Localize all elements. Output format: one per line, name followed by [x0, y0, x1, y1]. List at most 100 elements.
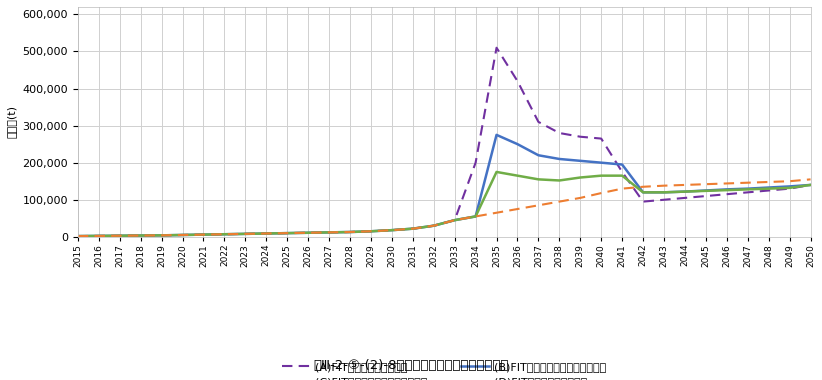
(B)FIT後賃貸土地分排出シナリオ	[743, 186, 753, 191]
(D)FIT後排出なしシナリオ	[659, 184, 669, 188]
(D)FIT後排出なしシナリオ	[596, 191, 606, 195]
(D)FIT後排出なしシナリオ	[157, 233, 167, 238]
(A)FIT後大量排出シナリオ	[701, 194, 711, 198]
(A)FIT後大量排出シナリオ	[115, 233, 125, 238]
(D)FIT後排出なしシナリオ	[533, 203, 543, 207]
(B)FIT後賃貸土地分排出シナリオ	[764, 185, 774, 190]
(C)FIT後定期借地分排出シナリオ	[533, 177, 543, 182]
(B)FIT後賃貸土地分排出シナリオ	[240, 231, 250, 236]
(B)FIT後賃貸土地分排出シナリオ	[450, 218, 459, 222]
(D)FIT後排出なしシナリオ	[722, 181, 732, 186]
(D)FIT後排出なしシナリオ	[115, 233, 125, 238]
(D)FIT後排出なしシナリオ	[136, 233, 145, 238]
(C)FIT後定期借地分排出シナリオ	[115, 233, 125, 238]
(B)FIT後賃貸土地分排出シナリオ	[303, 231, 313, 235]
(A)FIT後大量排出シナリオ	[324, 230, 334, 235]
(A)FIT後大量排出シナリオ	[513, 79, 523, 83]
(B)FIT後賃貸土地分排出シナリオ	[492, 133, 501, 137]
(C)FIT後定期借地分排出シナリオ	[387, 228, 397, 233]
(B)FIT後賃貸土地分排出シナリオ	[680, 189, 690, 194]
(D)FIT後排出なしシナリオ	[513, 207, 523, 211]
(D)FIT後排出なしシナリオ	[575, 196, 585, 200]
(A)FIT後大量排出シナリオ	[638, 200, 648, 204]
(A)FIT後大量排出シナリオ	[94, 234, 104, 238]
(B)FIT後賃貸土地分排出シナリオ	[282, 231, 292, 235]
Line: (A)FIT後大量排出シナリオ: (A)FIT後大量排出シナリオ	[78, 48, 810, 236]
(B)FIT後賃貸土地分排出シナリオ	[471, 214, 481, 219]
(C)FIT後定期借地分排出シナリオ	[596, 173, 606, 178]
(D)FIT後排出なしシナリオ	[701, 182, 711, 187]
(A)FIT後大量排出シナリオ	[136, 233, 145, 238]
(C)FIT後定期借地分排出シナリオ	[638, 190, 648, 195]
(A)FIT後大量排出シナリオ	[199, 232, 209, 237]
(C)FIT後定期借地分排出シナリオ	[303, 231, 313, 235]
(C)FIT後定期借地分排出シナリオ	[429, 223, 439, 228]
(D)FIT後排出なしシナリオ	[743, 180, 753, 185]
Legend: (A)FIT後大量排出シナリオ, (C)FIT後定期借地分排出シナリオ, (B)FIT後賃貸土地分排出シナリオ, (D)FIT後排出なしシナリオ: (A)FIT後大量排出シナリオ, (C)FIT後定期借地分排出シナリオ, (B)…	[282, 362, 607, 380]
(A)FIT後大量排出シナリオ	[596, 136, 606, 141]
(D)FIT後排出なしシナリオ	[492, 211, 501, 215]
(A)FIT後大量排出シナリオ	[282, 231, 292, 235]
(A)FIT後大量排出シナリオ	[366, 229, 376, 234]
(D)FIT後排出なしシナリオ	[261, 231, 271, 236]
(B)FIT後賃貸土地分排出シナリオ	[617, 162, 627, 167]
(A)FIT後大量排出シナリオ	[240, 231, 250, 236]
(A)FIT後大量排出シナリオ	[387, 228, 397, 233]
(C)FIT後定期借地分排出シナリオ	[471, 214, 481, 219]
(D)FIT後排出なしシナリオ	[324, 230, 334, 235]
(B)FIT後賃貸土地分排出シナリオ	[533, 153, 543, 158]
(D)FIT後排出なしシナリオ	[785, 179, 795, 184]
(D)FIT後排出なしシナリオ	[94, 234, 104, 238]
(B)FIT後賃貸土地分排出シナリオ	[575, 158, 585, 163]
(A)FIT後大量排出シナリオ	[73, 234, 83, 238]
(D)FIT後排出なしシナリオ	[345, 230, 355, 234]
(C)FIT後定期借地分排出シナリオ	[178, 233, 187, 237]
(D)FIT後排出なしシナリオ	[366, 229, 376, 234]
(B)FIT後賃貸土地分排出シナリオ	[73, 234, 83, 238]
(B)FIT後賃貸土地分排出シナリオ	[261, 231, 271, 236]
(D)FIT後排出なしシナリオ	[638, 185, 648, 189]
(C)FIT後定期借地分排出シナリオ	[450, 218, 459, 222]
(D)FIT後排出なしシナリオ	[219, 232, 229, 236]
(A)FIT後大量排出シナリオ	[722, 192, 732, 196]
(C)FIT後定期借地分排出シナリオ	[701, 188, 711, 193]
(D)FIT後排出なしシナリオ	[680, 183, 690, 187]
(B)FIT後賃貸土地分排出シナリオ	[345, 230, 355, 234]
(C)FIT後定期借地分排出シナリオ	[261, 231, 271, 236]
(D)FIT後排出なしシナリオ	[303, 231, 313, 235]
(A)FIT後大量排出シナリオ	[450, 218, 459, 222]
(C)FIT後定期借地分排出シナリオ	[73, 234, 83, 238]
(C)FIT後定期借地分排出シナリオ	[513, 173, 523, 178]
(B)FIT後賃貸土地分排出シナリオ	[387, 228, 397, 233]
Line: (D)FIT後排出なしシナリオ: (D)FIT後排出なしシナリオ	[78, 179, 810, 236]
(B)FIT後賃貸土地分排出シナリオ	[638, 190, 648, 195]
(A)FIT後大量排出シナリオ	[743, 190, 753, 195]
(A)FIT後大量排出シナリオ	[554, 131, 564, 135]
(B)FIT後賃貸土地分排出シナリオ	[513, 142, 523, 146]
(A)FIT後大量排出シナリオ	[261, 231, 271, 236]
(B)FIT後賃貸土地分排出シナリオ	[806, 183, 815, 187]
(A)FIT後大量排出シナリオ	[471, 160, 481, 165]
(A)FIT後大量排出シナリオ	[806, 183, 815, 187]
(D)FIT後排出なしシナリオ	[764, 180, 774, 184]
(D)FIT後排出なしシナリオ	[617, 186, 627, 191]
(B)FIT後賃貸土地分排出シナリオ	[136, 233, 145, 238]
(C)FIT後定期借地分排出シナリオ	[408, 226, 418, 231]
(B)FIT後賃貸土地分排出シナリオ	[94, 234, 104, 238]
(A)FIT後大量排出シナリオ	[533, 120, 543, 124]
(B)FIT後賃貸土地分排出シナリオ	[429, 223, 439, 228]
(C)FIT後定期借地分排出シナリオ	[722, 188, 732, 192]
(D)FIT後排出なしシナリオ	[199, 232, 209, 237]
(C)FIT後定期借地分排出シナリオ	[806, 183, 815, 187]
(A)FIT後大量排出シナリオ	[617, 169, 627, 174]
(B)FIT後賃貸土地分排出シナリオ	[701, 188, 711, 193]
(C)FIT後定期借地分排出シナリオ	[492, 169, 501, 174]
(D)FIT後排出なしシナリオ	[408, 226, 418, 231]
(D)FIT後排出なしシナリオ	[429, 223, 439, 228]
(C)FIT後定期借地分排出シナリオ	[743, 187, 753, 192]
(A)FIT後大量排出シナリオ	[659, 198, 669, 202]
(B)FIT後賃貸土地分排出シナリオ	[554, 157, 564, 161]
(B)FIT後賃貸土地分排出シナリオ	[785, 184, 795, 189]
(D)FIT後排出なしシナリオ	[450, 218, 459, 222]
(B)FIT後賃貸土地分排出シナリオ	[722, 187, 732, 192]
